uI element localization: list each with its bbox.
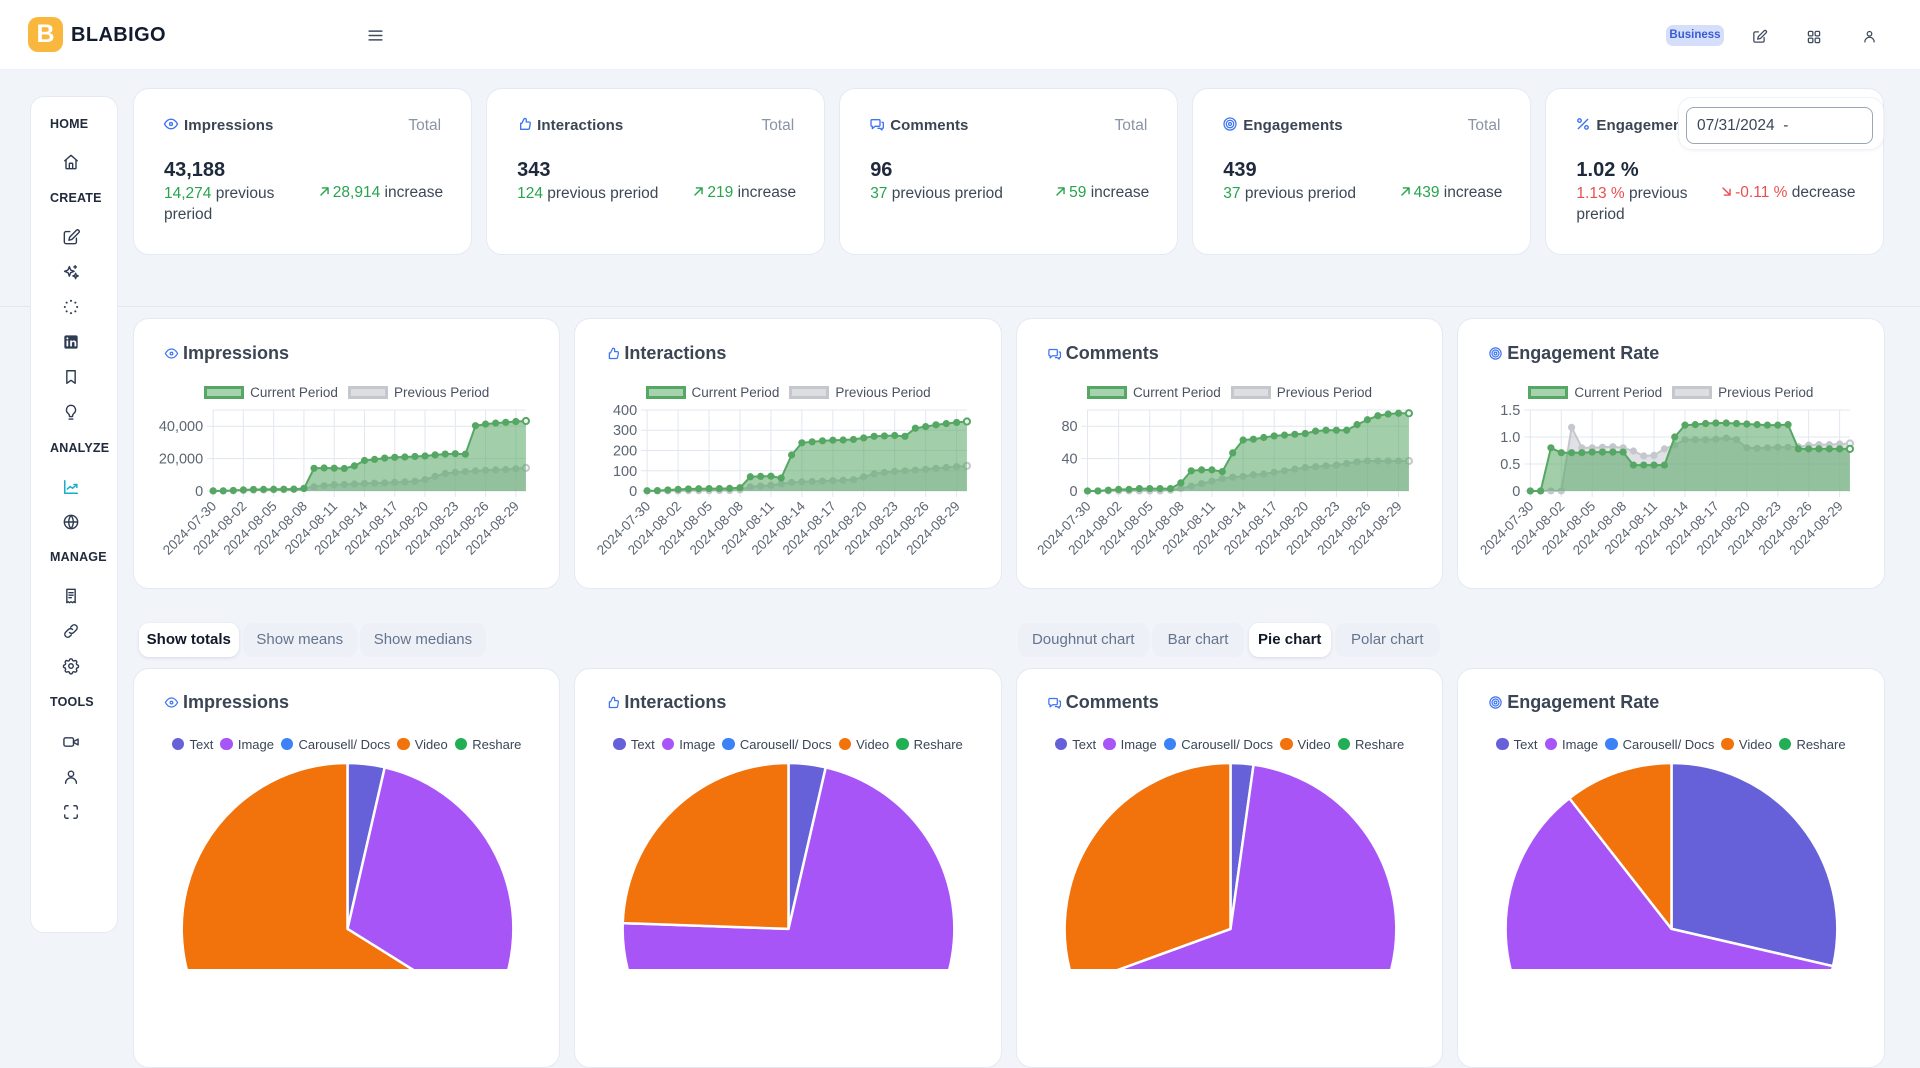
- svg-text:100: 100: [613, 464, 637, 480]
- svg-text:20,000: 20,000: [159, 452, 203, 468]
- svg-text:0: 0: [1512, 484, 1520, 500]
- svg-text:0: 0: [1069, 484, 1077, 500]
- svg-text:400: 400: [613, 403, 637, 419]
- svg-text:300: 300: [613, 423, 637, 439]
- svg-text:0: 0: [195, 484, 203, 500]
- svg-text:1.0: 1.0: [1500, 430, 1520, 446]
- svg-text:80: 80: [1061, 419, 1077, 435]
- svg-text:0: 0: [629, 484, 637, 500]
- svg-text:40,000: 40,000: [159, 419, 203, 435]
- svg-text:200: 200: [613, 443, 637, 459]
- svg-text:0.5: 0.5: [1500, 457, 1520, 473]
- svg-text:1.5: 1.5: [1500, 403, 1520, 419]
- svg-text:40: 40: [1061, 452, 1077, 468]
